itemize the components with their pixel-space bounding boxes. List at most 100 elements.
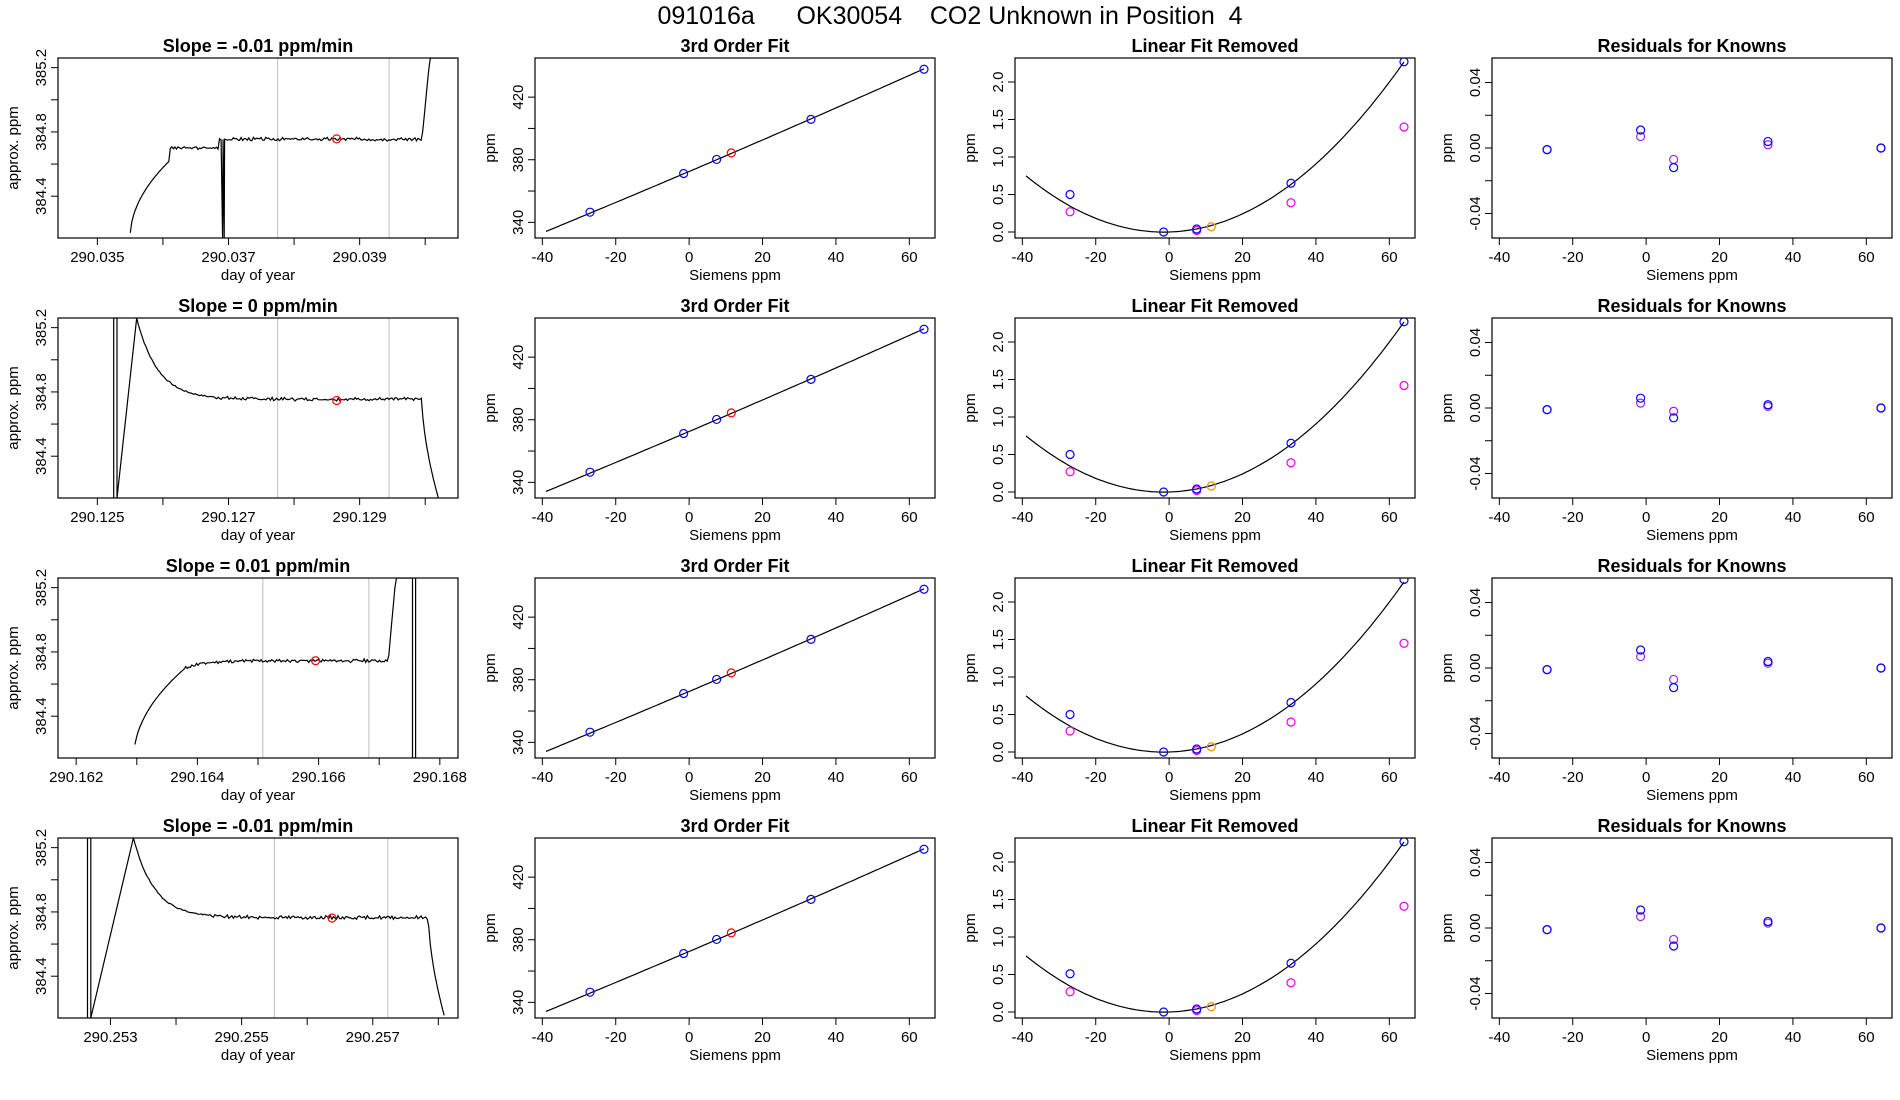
plot-area bbox=[1025, 578, 1409, 757]
x-tick-label: -40 bbox=[1011, 1029, 1033, 1046]
plot-area bbox=[113, 318, 439, 498]
plot-area bbox=[1025, 318, 1409, 497]
y-tick-label: 0.00 bbox=[1467, 133, 1484, 162]
x-axis-label: Siemens ppm bbox=[1169, 1047, 1261, 1064]
x-axis-label: Siemens ppm bbox=[1169, 267, 1261, 284]
corrected-point bbox=[1286, 458, 1296, 468]
x-tick-label: 20 bbox=[1711, 769, 1728, 786]
y-tick-label: 420 bbox=[510, 345, 527, 370]
x-axis-label: Siemens ppm bbox=[689, 1047, 781, 1064]
residual-point bbox=[1636, 398, 1646, 408]
y-tick-label: 420 bbox=[510, 605, 527, 630]
x-tick-label: 20 bbox=[1234, 249, 1251, 266]
x-tick-label: -40 bbox=[1011, 769, 1033, 786]
panel-title: Slope = -0.01 ppm/min bbox=[163, 36, 354, 56]
x-tick-label: -20 bbox=[1562, 509, 1584, 526]
plot-frame bbox=[57, 57, 459, 239]
x-tick-label: -40 bbox=[1488, 1029, 1510, 1046]
x-axis-label: Siemens ppm bbox=[1646, 267, 1738, 284]
plot-area bbox=[1542, 645, 1886, 693]
x-tick-label: -20 bbox=[1085, 509, 1107, 526]
x-tick-label: 0 bbox=[1165, 509, 1173, 526]
plot-frame bbox=[57, 317, 459, 499]
y-tick-label: 384.8 bbox=[33, 893, 50, 931]
x-tick-label: 60 bbox=[1381, 249, 1398, 266]
y-axis-label: ppm bbox=[482, 913, 499, 942]
x-tick-label: 20 bbox=[1234, 769, 1251, 786]
y-tick-label: 385.2 bbox=[33, 309, 50, 347]
y-tick-label: 2.0 bbox=[990, 592, 1007, 613]
plot-area bbox=[1542, 125, 1886, 173]
known-point bbox=[1636, 905, 1646, 915]
y-tick-label: 384.8 bbox=[33, 373, 50, 411]
y-tick-label: 1.5 bbox=[990, 629, 1007, 650]
known-point bbox=[679, 168, 689, 179]
plot-frame bbox=[1014, 317, 1416, 499]
x-tick-label: -40 bbox=[531, 1029, 553, 1046]
panel-r4c3: Linear Fit Removed -40 -20 0 20 40 60 Siemens p… bbox=[962, 816, 1416, 1064]
plot-area bbox=[545, 324, 929, 492]
x-tick-label: -20 bbox=[605, 769, 627, 786]
y-tick-label: 385.2 bbox=[33, 49, 50, 87]
plot-area bbox=[1542, 905, 1886, 951]
x-tick-label: 40 bbox=[1785, 249, 1802, 266]
fit-curve bbox=[1025, 61, 1405, 233]
x-tick-label: 40 bbox=[1308, 249, 1325, 266]
panel-r4c1: Slope = -0.01 ppm/min 290.253 290.255 290.2… bbox=[5, 816, 459, 1064]
fit-curve bbox=[1025, 321, 1405, 493]
y-tick-label: 384.4 bbox=[33, 957, 50, 995]
y-tick-label: 0.00 bbox=[1467, 393, 1484, 422]
plot-area bbox=[1025, 838, 1409, 1017]
corrected-point bbox=[1065, 726, 1075, 736]
plot-frame bbox=[1491, 317, 1893, 499]
plot-frame bbox=[1014, 837, 1416, 1019]
y-tick-label: 384.8 bbox=[33, 113, 50, 151]
y-axis-label: ppm bbox=[482, 393, 499, 422]
known-point bbox=[1669, 683, 1679, 693]
panel-r2c1: Slope = 0 ppm/min 290.125 290.127 290.129 da… bbox=[5, 296, 459, 544]
panel-title: Linear Fit Removed bbox=[1131, 816, 1298, 836]
residual-point bbox=[1669, 674, 1679, 685]
plot-area bbox=[1542, 393, 1886, 423]
x-tick-label: 40 bbox=[1785, 769, 1802, 786]
y-axis-label: approx. ppm bbox=[5, 626, 22, 709]
x-tick-label: 40 bbox=[1308, 509, 1325, 526]
known-point bbox=[1876, 403, 1886, 413]
known-point bbox=[1286, 438, 1296, 448]
x-tick-label: 0 bbox=[1642, 769, 1650, 786]
x-tick-label: 0 bbox=[1642, 1029, 1650, 1046]
panel-title: 3rd Order Fit bbox=[680, 296, 789, 316]
known-point bbox=[712, 934, 722, 945]
x-tick-label: 60 bbox=[1381, 1029, 1398, 1046]
known-point bbox=[919, 324, 929, 334]
known-point bbox=[806, 374, 816, 384]
x-tick-label: 60 bbox=[901, 509, 918, 526]
known-point bbox=[1876, 923, 1886, 933]
plot-frame bbox=[534, 317, 936, 499]
unknown-point bbox=[327, 913, 337, 923]
y-axis-label: ppm bbox=[962, 913, 979, 942]
panel-title: Linear Fit Removed bbox=[1131, 36, 1298, 56]
y-tick-label: 1.5 bbox=[990, 889, 1007, 910]
known-point bbox=[1286, 178, 1296, 188]
known-point bbox=[1542, 405, 1552, 415]
known-point bbox=[585, 987, 595, 997]
x-tick-label: -40 bbox=[1488, 249, 1510, 266]
unknown-point bbox=[1206, 742, 1216, 752]
series-line bbox=[129, 58, 457, 238]
x-tick-label: 20 bbox=[754, 509, 771, 526]
known-point bbox=[679, 688, 689, 699]
y-tick-label: 0.5 bbox=[990, 964, 1007, 985]
y-tick-label: 1.0 bbox=[990, 147, 1007, 168]
known-point bbox=[1542, 925, 1552, 935]
x-tick-label: 60 bbox=[1858, 249, 1875, 266]
series-line bbox=[86, 838, 445, 1018]
y-tick-label: 384.4 bbox=[33, 437, 50, 475]
plot-area bbox=[545, 64, 929, 232]
known-point bbox=[1399, 318, 1409, 327]
x-tick-label: 0 bbox=[1165, 1029, 1173, 1046]
x-tick-label: 0 bbox=[685, 509, 693, 526]
plot-area bbox=[1025, 58, 1409, 237]
y-tick-label: 384.4 bbox=[33, 697, 50, 735]
